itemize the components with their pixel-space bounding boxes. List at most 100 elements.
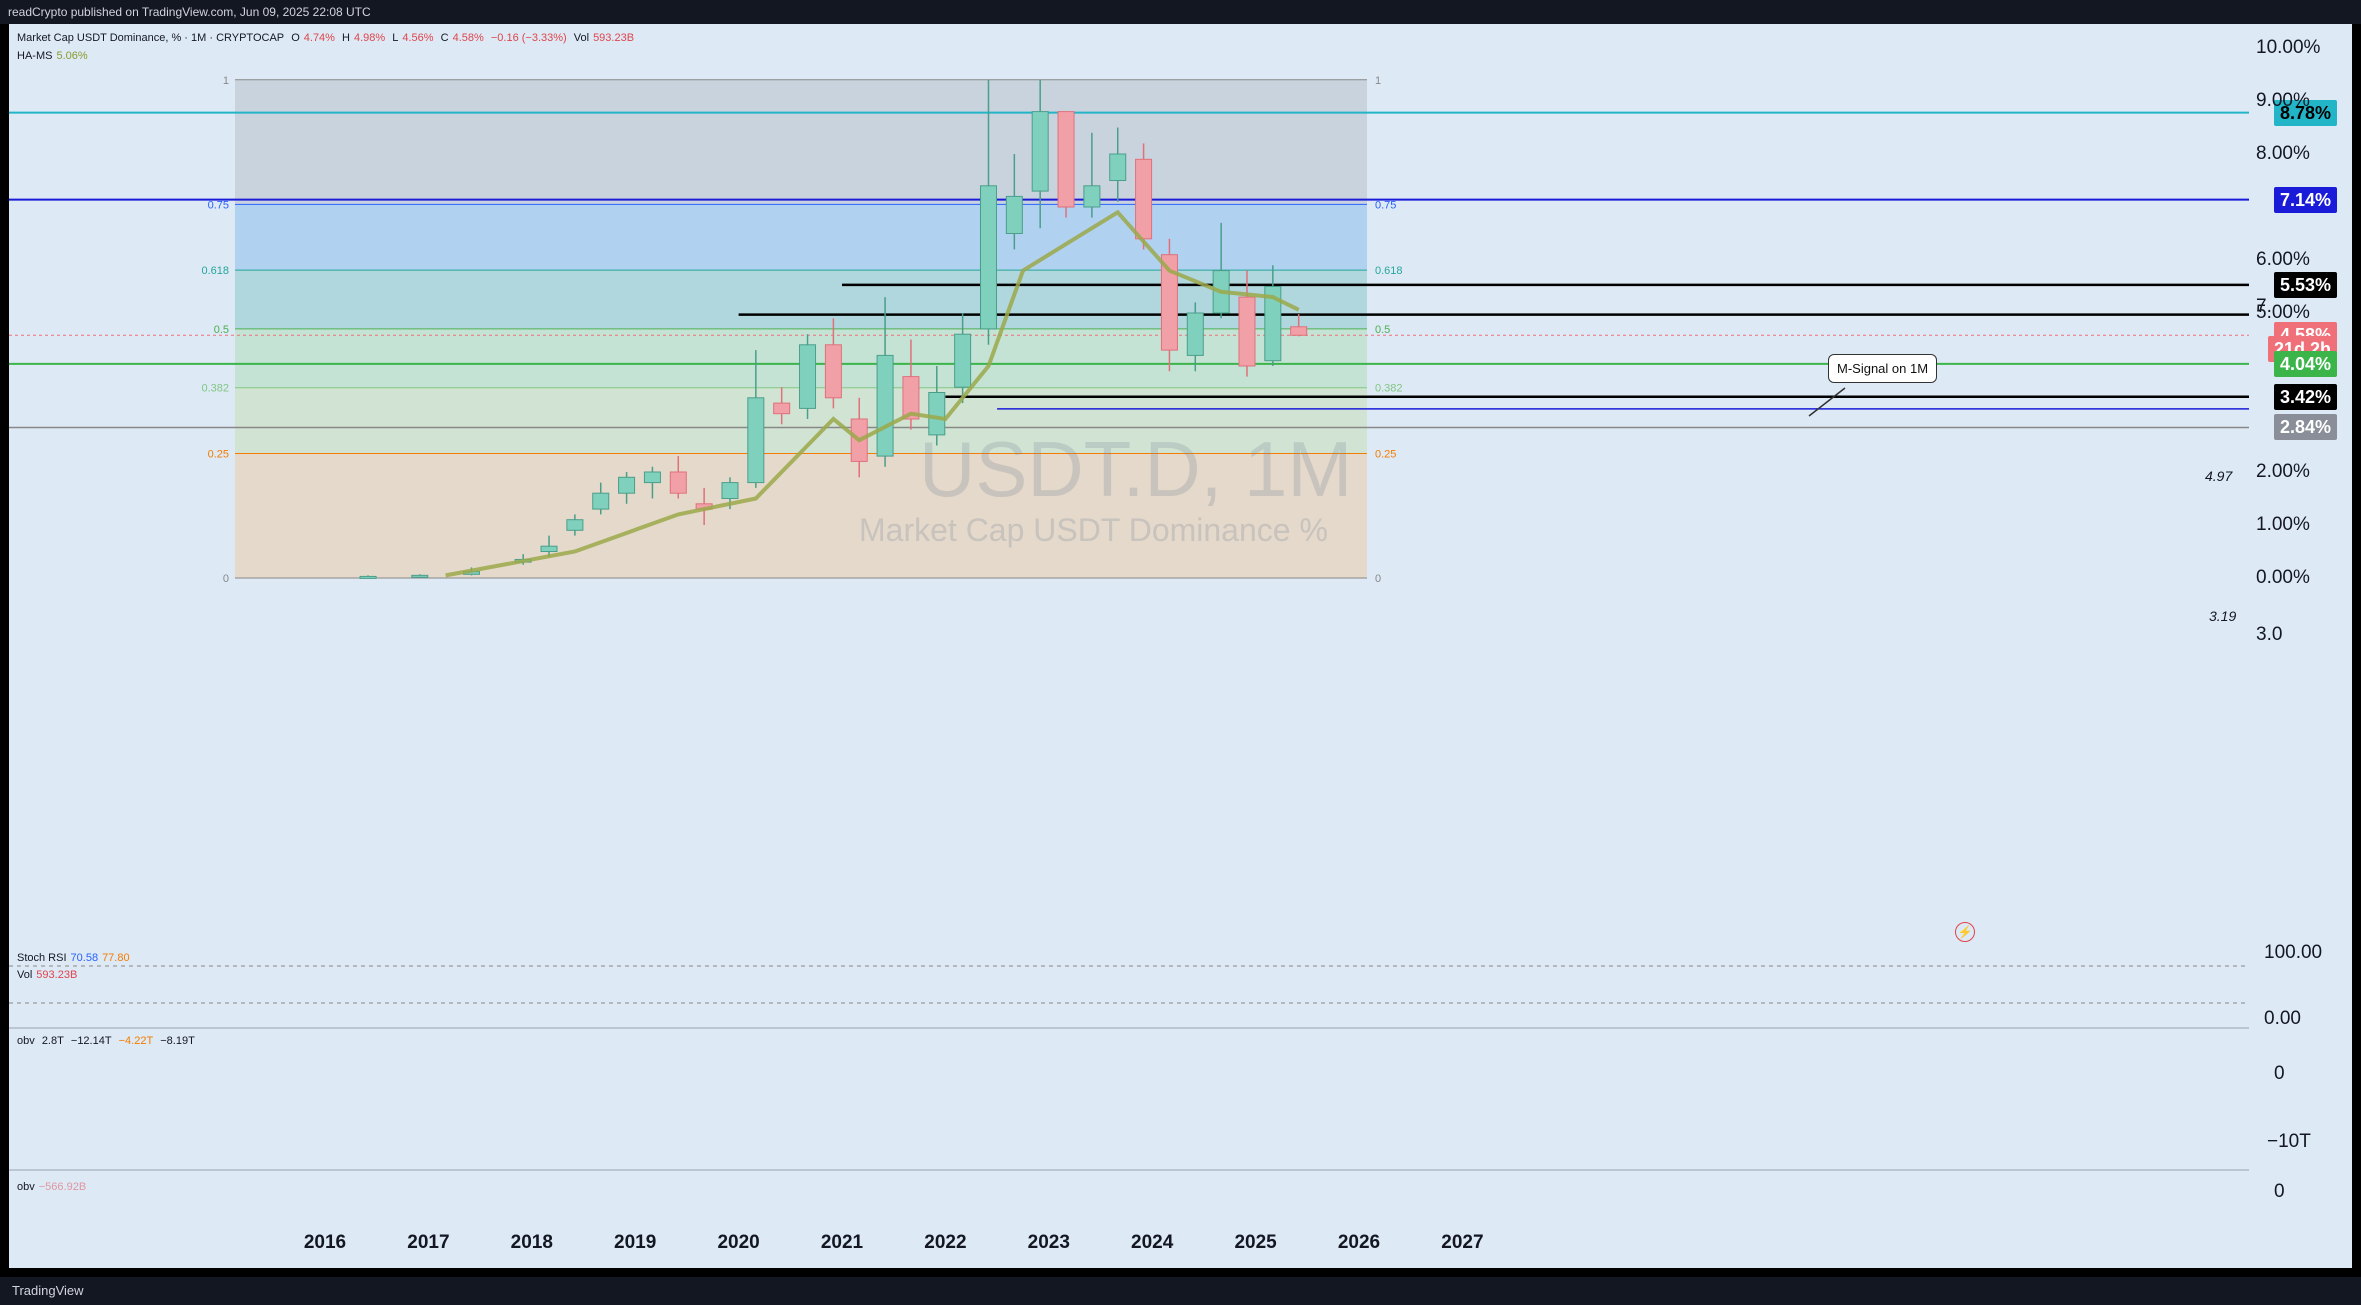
candle-body [592,492,610,510]
open-label: O [291,32,300,44]
high-value: 4.98% [353,32,386,44]
candle-body [618,476,636,494]
obv1-v3: −8.19T [160,1035,195,1047]
price-tag: 2.84% [2273,414,2337,441]
x-tick-label: 2018 [511,1232,553,1253]
candle-body [1083,185,1101,208]
horizontal-lines [9,111,2249,429]
candle-body [359,575,377,579]
m-signal-callout[interactable]: M-Signal on 1M [1828,354,1938,383]
chart-area[interactable]: 1 1 0.75 0.75 0.618 0.618 0.5 0.5 0.382 0.382 0.25… [9,24,2352,1268]
fib-label-left: 0.75 [208,199,229,211]
price-tag: 4.04% [2273,350,2337,377]
candle-body [1290,326,1308,336]
fib-label-left: 0.382 [201,383,229,395]
obv1-v2: −4.22T [118,1035,154,1047]
candle-body [669,471,687,494]
obv1-label: obv [17,1035,35,1047]
price-tick: 6.00% [2256,249,2310,270]
watermark-name: Market Cap USDT Dominance % [859,512,1328,548]
candle-body [1005,195,1023,234]
x-tick-label: 2016 [304,1232,346,1253]
close-value: 4.58% [452,32,484,44]
candle-body [928,392,946,436]
fib-band [235,453,1367,578]
x-tick-label: 2023 [1028,1232,1070,1253]
fib-label-left: 0 [223,573,229,585]
level-label-497: 4.97 [2205,468,2233,484]
fib-label-left: 0.5 [214,324,229,336]
obv1-legend: obv 2.8T −12.14T −4.22T −8.19T [17,1035,199,1047]
fib-label-right: 0.618 [1375,265,1403,277]
fib-label-right: 0.25 [1375,448,1396,460]
price-tag: 3.42% [2273,383,2337,410]
m-signal-line [445,209,1300,578]
obv1-v0: 2.8T [41,1035,64,1047]
candle-body [1109,153,1127,181]
price-tick: 9.00% [2256,90,2310,111]
low-value: 4.56% [402,32,434,44]
price-tag: 7.14% [2273,186,2337,213]
volume-label: Vol [573,32,590,44]
candle-body [799,344,817,409]
open-value: 4.74% [303,32,335,44]
vol-label: Vol [17,969,33,981]
hams-legend: HA-MS 5.06% [17,50,92,62]
fib-band [235,270,1367,329]
stoch-label: Stoch RSI [17,952,67,964]
candle-body [824,344,842,399]
candle-body [411,574,429,578]
fib-label-right: 0.75 [1375,199,1396,211]
vol-legend: Vol 593.23B [17,969,81,981]
obv1-v1: −12.14T [70,1035,112,1047]
stoch-k: 70.58 [70,952,99,964]
price-tick: 10.00% [2256,37,2321,58]
candle-body [1186,312,1204,356]
watermark-symbol: USDT.D, 1M [919,425,1353,513]
lightning-icon[interactable]: ⚡ [1955,922,1975,942]
partial-tick-3: 3.0 [2256,624,2283,645]
candle-body [747,397,765,484]
x-tick-label: 2021 [821,1232,864,1253]
hams-value: 5.06% [56,50,88,62]
fib-band [235,79,1367,205]
hams-label: HA-MS [17,50,53,62]
fib-label-left: 0.618 [201,265,229,277]
x-tick-label: 2025 [1234,1232,1277,1253]
candle-body [773,402,791,415]
partial-tick-7: 7. [2256,296,2272,317]
price-tick: 5.00% [2256,302,2310,323]
publish-banner: readCrypto published on TradingView.com,… [0,0,2361,24]
price-tick: 0.00% [2256,567,2310,588]
candle-body [954,333,972,388]
chart-svg[interactable]: 1 1 0.75 0.75 0.618 0.618 0.5 0.5 0.382 0.382 0.25… [9,24,2352,1268]
candle-body [1135,158,1153,240]
footer-bar: TradingView [0,1277,2361,1305]
x-tick-label: 2026 [1338,1232,1380,1253]
candle-body [1031,111,1049,192]
fib-label-left: 0.25 [208,448,229,460]
candle-body [1160,254,1178,351]
stoch-pane-bg [9,942,2249,1026]
obv1-tick-10t: −10T [2267,1131,2311,1152]
obv2-legend: obv −566.92B [17,1181,90,1193]
tradingview-logo[interactable]: TradingView [12,1283,84,1298]
obv2-label: obv [17,1181,35,1193]
stoch-d: 77.80 [102,952,130,964]
indicator-panes [9,942,2249,1171]
candle-body [1264,286,1282,362]
stoch-tick-100: 100.00 [2264,942,2323,963]
symbol-legend: Market Cap USDT Dominance, % · 1M · CRYP… [17,32,638,44]
obv2-value: −566.92B [38,1181,87,1193]
candle-body [1238,296,1256,367]
low-label: L [392,32,399,44]
candle-body [721,482,739,500]
candle-body [979,185,997,330]
fib-label-left: 1 [223,75,229,87]
price-tag: 5.53% [2273,271,2337,298]
close-label: C [440,32,449,44]
obv2-tick-0: 0 [2274,1181,2285,1202]
price-tick: 2.00% [2256,461,2310,482]
high-label: H [342,32,350,44]
candle-body [643,471,661,484]
